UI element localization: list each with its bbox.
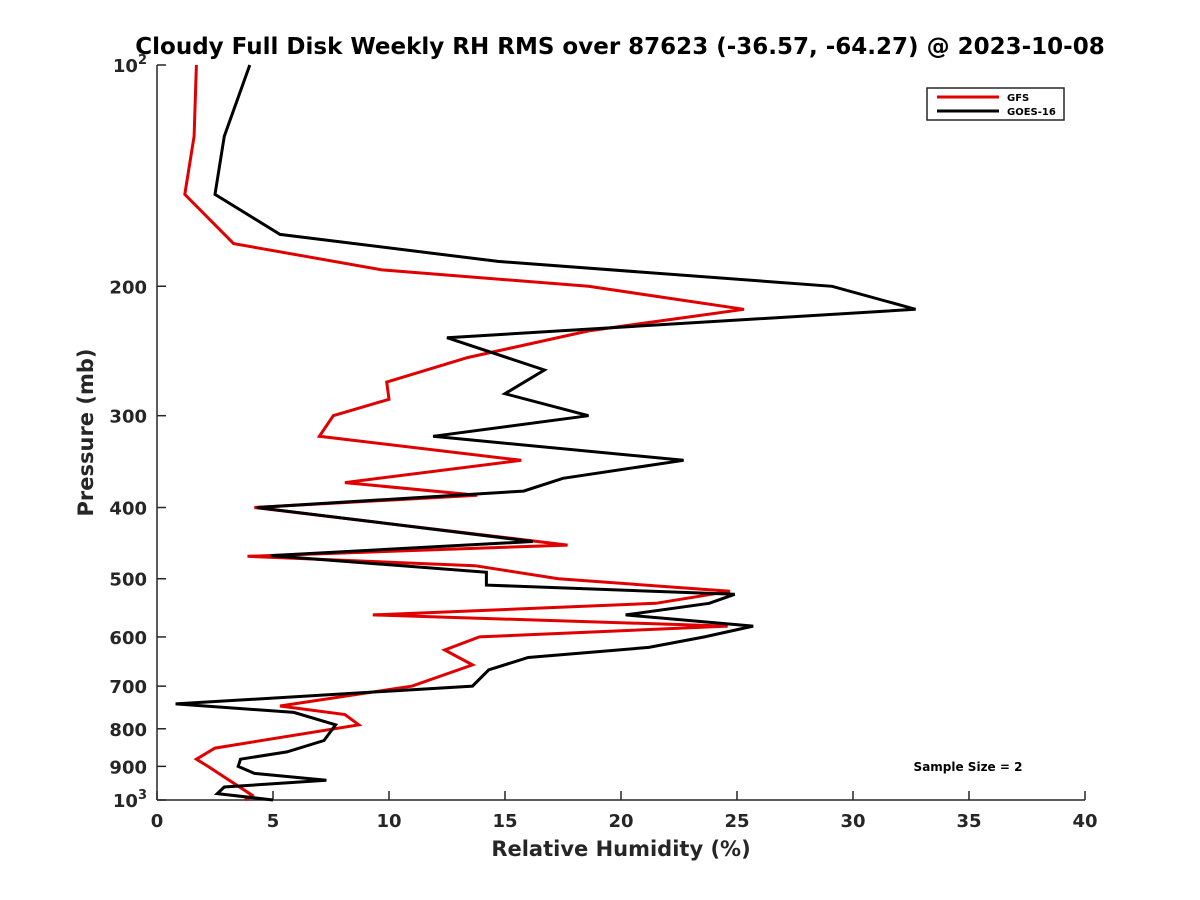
x-tick-label: 15 bbox=[492, 811, 517, 832]
legend-label: GFS bbox=[1007, 93, 1029, 104]
x-tick-label: 20 bbox=[608, 811, 633, 832]
sample-size-annotation: Sample Size = 2 bbox=[914, 760, 1023, 774]
x-tick-label: 25 bbox=[724, 811, 749, 832]
chart-title: Cloudy Full Disk Weekly RH RMS over 8762… bbox=[135, 34, 1104, 60]
x-tick-label: 5 bbox=[267, 811, 280, 832]
series-layer bbox=[175, 64, 916, 802]
y-tick-label: 800 bbox=[109, 720, 147, 741]
x-axis: 0 5 10 15 20 25 30 35 40 bbox=[151, 791, 1098, 832]
y-tick-label: 700 bbox=[109, 677, 147, 698]
x-tick-label: 10 bbox=[376, 811, 401, 832]
y-tick-label: 600 bbox=[109, 628, 147, 649]
x-tick-label: 40 bbox=[1072, 811, 1097, 832]
x-tick-label: 30 bbox=[840, 811, 865, 832]
y-tick-label: 102 bbox=[113, 53, 147, 77]
series-line-goes-16 bbox=[175, 64, 916, 802]
y-tick-label: 103 bbox=[113, 788, 147, 812]
series-line-gfs bbox=[183, 64, 745, 802]
y-tick-label: 500 bbox=[109, 570, 147, 591]
y-axis-label: Pressure (mb) bbox=[74, 349, 98, 517]
y-axis: 102 200 300 400 500 600 700 800 900 103 bbox=[109, 53, 166, 812]
legend-label: GOES-16 bbox=[1007, 107, 1056, 118]
x-tick-label: 35 bbox=[956, 811, 981, 832]
y-tick-label: 400 bbox=[109, 499, 147, 520]
y-tick-label: 300 bbox=[109, 407, 147, 428]
y-tick-label: 900 bbox=[109, 757, 147, 778]
x-tick-label: 0 bbox=[151, 811, 164, 832]
legend-box bbox=[926, 87, 1065, 121]
legend: GFS GOES-16 bbox=[926, 87, 1065, 121]
x-axis-label: Relative Humidity (%) bbox=[491, 837, 750, 861]
y-tick-label: 200 bbox=[109, 277, 147, 298]
